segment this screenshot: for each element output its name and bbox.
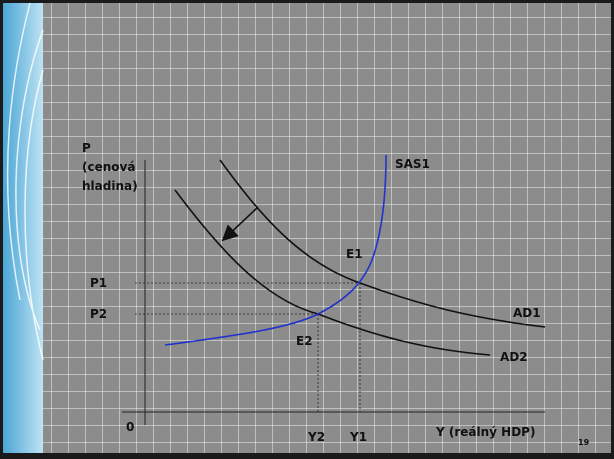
x-axis-label: Y (reálný HDP): [435, 425, 535, 439]
level-label: Y1: [349, 430, 367, 444]
curve-label: AD2: [500, 350, 528, 364]
origin-label: 0: [126, 420, 134, 434]
level-label: Y2: [307, 430, 325, 444]
page: P (cenová hladina) SAS1 E1 P1 P2 AD1 AD2…: [0, 0, 614, 459]
y-axis-label: (cenová: [82, 160, 135, 174]
background-tint: [3, 3, 611, 453]
slide: P (cenová hladina) SAS1 E1 P1 P2 AD1 AD2…: [0, 0, 614, 459]
y-axis-label: P: [82, 141, 91, 155]
level-label: P2: [90, 307, 107, 321]
side-strip: [3, 3, 43, 453]
level-label: P1: [90, 276, 107, 290]
y-axis-label: hladina): [82, 179, 138, 193]
page-number: 19: [578, 438, 590, 447]
point-label: E1: [346, 247, 363, 261]
point-label: E2: [296, 334, 313, 348]
curve-label: AD1: [513, 306, 541, 320]
curve-label: SAS1: [395, 157, 430, 171]
